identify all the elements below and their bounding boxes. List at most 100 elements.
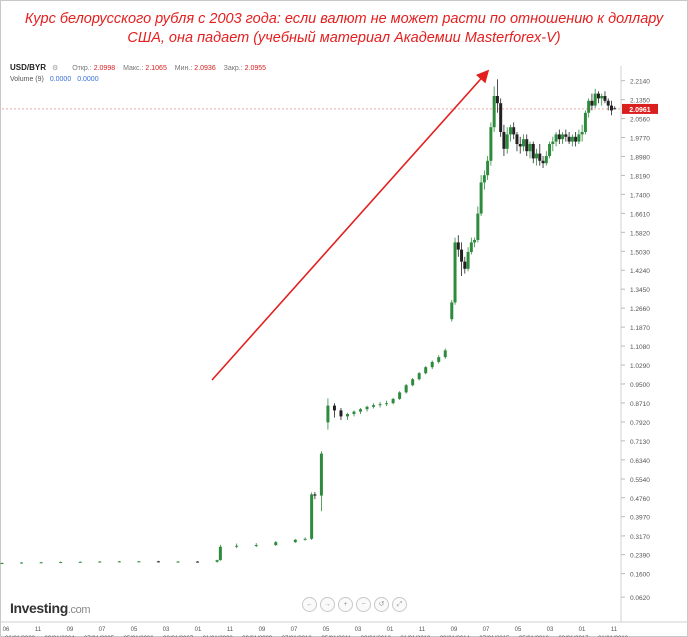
x-tick-label-top: 03 <box>355 627 362 633</box>
symbol-label: USD/BYR <box>10 63 47 72</box>
reset-icon[interactable]: ↺ <box>374 597 389 612</box>
candle-body-up <box>593 93 597 106</box>
candle-body-down <box>339 410 343 417</box>
headline-line-2: США, она падает (учебный материал Академ… <box>127 30 561 46</box>
y-tick-label: 2.2140 <box>630 79 650 86</box>
y-tick-label: 1.7400 <box>630 192 650 199</box>
candle-body-up <box>391 398 395 404</box>
candle-body-up <box>453 242 457 303</box>
headline-line-1: Курс белорусского рубля с 2003 года: есл… <box>24 11 664 27</box>
y-tick-label: 0.0620 <box>630 595 650 602</box>
candle-body-down <box>613 108 617 110</box>
x-tick-label-top: 11 <box>227 627 234 633</box>
candle-body-up <box>479 182 483 214</box>
candle-body-up <box>345 414 349 417</box>
y-tick-label: 1.8190 <box>630 173 650 180</box>
candle-body-down <box>515 134 519 144</box>
candle-body-down <box>596 93 600 99</box>
candle-body-down <box>463 261 467 269</box>
candle-body-up <box>78 561 82 563</box>
y-tick-label: 2.0560 <box>630 117 650 124</box>
candle-body-up <box>505 134 509 149</box>
x-tick-label-top: 06 <box>3 627 10 633</box>
candle-body-up <box>469 242 473 252</box>
volume-legend: Volume (9) 0.0000 0.0000 <box>10 76 99 83</box>
candle-body-up <box>310 494 314 539</box>
candle-body-up <box>385 403 389 405</box>
candle-body-up <box>561 134 565 140</box>
x-tick-label-top: 05 <box>515 627 522 633</box>
investing-logo[interactable]: Investing.com <box>10 600 91 616</box>
candle-body-down <box>502 132 506 149</box>
candle-body-up <box>352 411 356 414</box>
low-label: Мин.: <box>174 65 193 72</box>
x-tick-label-top: 03 <box>163 627 170 633</box>
y-tick-label: 1.4240 <box>630 268 650 275</box>
y-tick-label: 1.2660 <box>630 306 650 313</box>
candle-body-up <box>437 357 441 362</box>
y-tick-label: 0.4760 <box>630 496 650 503</box>
candle-body-down <box>313 494 317 496</box>
candle-body-up <box>39 562 43 564</box>
y-tick-label: 1.5820 <box>630 230 650 237</box>
x-tick-label-top: 07 <box>99 627 106 633</box>
y-tick-label: 1.3450 <box>630 287 650 294</box>
candle-body-down <box>541 160 545 164</box>
ohlc-legend: USD/BYR ⚙ Откр.: 2.0998 Макс.: 2.1065 Мин.… <box>10 63 266 72</box>
open-value: 2.0998 <box>93 65 116 72</box>
candle-body-up <box>580 132 584 135</box>
candle-body-up <box>359 409 363 412</box>
candle-body-up <box>372 405 376 407</box>
y-tick-label: 0.2390 <box>630 553 650 560</box>
high-label: Макс.: <box>123 65 144 72</box>
candle-body-up <box>528 144 532 152</box>
candle-body-down <box>564 134 568 137</box>
brand-name: Investing <box>10 600 68 616</box>
y-tick-label: 0.7130 <box>630 439 650 446</box>
candle-body-up <box>521 139 525 147</box>
y-tick-label: 1.0290 <box>630 363 650 370</box>
volume-value-2: 0.0000 <box>77 76 99 83</box>
candle-body-down <box>525 139 529 152</box>
candle-body-up <box>20 562 24 564</box>
zoom-in-icon[interactable]: + <box>338 597 353 612</box>
y-tick-label: 1.1870 <box>630 325 650 332</box>
x-tick-label-top: 09 <box>67 627 74 633</box>
candle-body-up <box>486 160 490 176</box>
last-price-label: 2.0961 <box>629 107 651 114</box>
candle-body-up <box>59 562 63 564</box>
candle-body-up <box>443 350 447 358</box>
pan-left-icon[interactable]: ← <box>302 597 317 612</box>
candle-body-up <box>492 96 496 128</box>
pan-right-icon[interactable]: → <box>320 597 335 612</box>
candle-body-down <box>557 134 561 140</box>
candle-body-down <box>603 96 607 101</box>
y-tick-label: 1.9770 <box>630 136 650 143</box>
candle-body-up <box>98 561 102 563</box>
candle-body-up <box>411 379 415 386</box>
x-tick-label-top: 07 <box>291 627 298 633</box>
brand-domain: .com <box>67 604 91 616</box>
candle-body-up <box>117 561 121 563</box>
x-tick-label-top: 03 <box>547 627 554 633</box>
chart-nav-buttons: ← → + − ↺ ⤢ <box>302 597 407 612</box>
candle-body-down <box>156 561 160 563</box>
zoom-out-icon[interactable]: − <box>356 597 371 612</box>
x-tick-label-top: 05 <box>323 627 330 633</box>
x-tick-label-top: 09 <box>451 627 458 633</box>
fullscreen-icon[interactable]: ⤢ <box>392 597 407 612</box>
candle-body-up <box>600 96 604 99</box>
y-tick-label: 0.6340 <box>630 458 650 465</box>
candle-body-up <box>473 240 477 243</box>
candle-body-up <box>293 539 297 543</box>
x-tick-label-top: 05 <box>131 627 138 633</box>
chart-headline: Курс белорусского рубля с 2003 года: есл… <box>0 10 688 48</box>
candle-body-up <box>326 405 330 423</box>
settings-icon[interactable]: ⚙ <box>51 65 59 72</box>
x-tick-label-top: 11 <box>35 627 42 633</box>
candle-body-up <box>0 563 4 565</box>
candle-body-up <box>554 134 558 142</box>
candle-body-down <box>531 144 535 159</box>
x-tick-label-top: 07 <box>483 627 490 633</box>
